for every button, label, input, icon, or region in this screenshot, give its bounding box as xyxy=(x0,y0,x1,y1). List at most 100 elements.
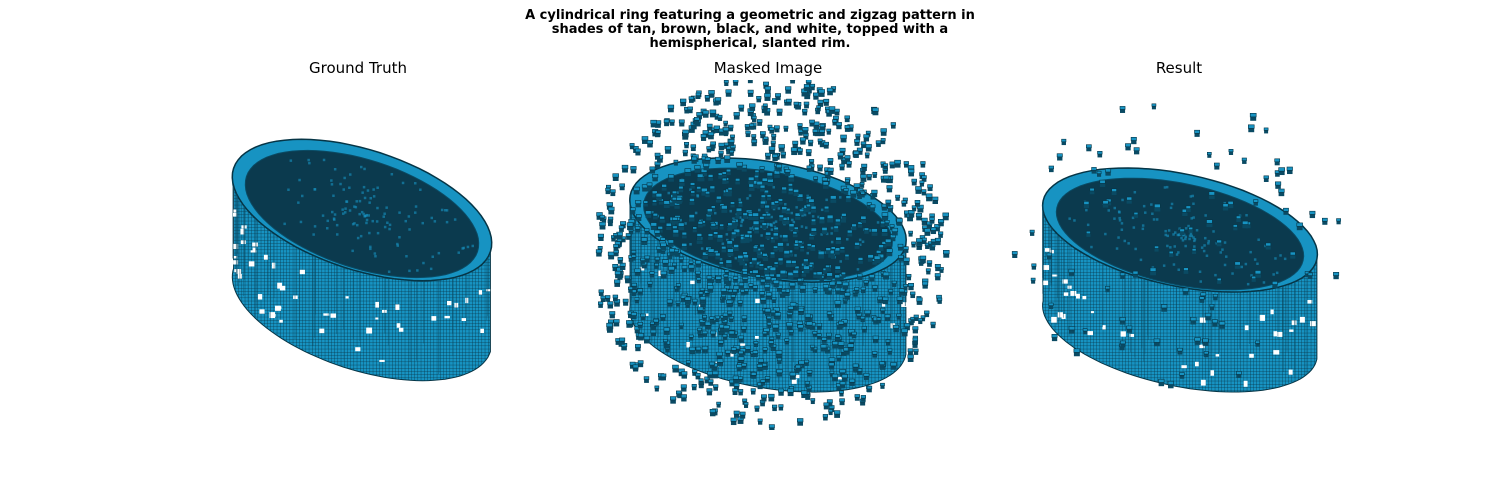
voxel xyxy=(716,195,722,203)
voxel xyxy=(680,98,687,107)
voxel xyxy=(736,364,743,372)
voxel xyxy=(860,215,867,223)
voxel xyxy=(634,268,641,277)
voxel xyxy=(842,281,849,290)
voxel xyxy=(649,166,656,174)
voxel xyxy=(769,127,775,134)
voxel xyxy=(804,359,810,366)
voxel xyxy=(884,220,890,227)
voxel xyxy=(1263,175,1269,182)
voxel xyxy=(640,257,646,264)
voxel xyxy=(797,324,804,332)
voxel xyxy=(682,149,688,157)
voxel xyxy=(1183,267,1189,274)
voxel xyxy=(607,301,614,309)
voxel xyxy=(731,347,737,354)
voxel xyxy=(652,174,659,182)
voxel xyxy=(1283,207,1289,215)
voxel xyxy=(647,281,653,288)
voxel xyxy=(1091,167,1097,174)
voxel xyxy=(854,139,860,146)
voxel xyxy=(640,313,646,321)
voxel xyxy=(629,361,636,369)
voxel xyxy=(839,381,846,389)
voxel xyxy=(689,346,696,355)
voxel xyxy=(738,350,744,358)
voxel xyxy=(759,244,765,251)
voxel xyxy=(808,198,815,207)
voxel xyxy=(806,243,812,250)
voxel xyxy=(759,184,766,192)
voxel xyxy=(757,418,763,425)
voxel xyxy=(816,333,822,340)
ground-truth-voxel-render xyxy=(231,138,493,382)
voxel xyxy=(781,186,787,194)
voxel xyxy=(907,283,914,291)
voxel xyxy=(861,163,868,171)
voxel xyxy=(760,200,766,208)
voxel xyxy=(710,223,716,230)
voxel xyxy=(748,176,755,185)
voxel xyxy=(696,277,702,284)
voxel xyxy=(672,229,679,237)
voxel xyxy=(744,288,749,295)
voxel xyxy=(883,175,890,183)
voxel xyxy=(732,276,739,283)
voxel xyxy=(1241,157,1247,164)
voxel xyxy=(853,150,860,158)
voxel xyxy=(843,188,849,195)
voxel xyxy=(723,120,728,127)
voxel xyxy=(644,228,650,235)
voxel xyxy=(1249,112,1257,121)
voxel xyxy=(689,198,695,205)
voxel xyxy=(655,193,663,201)
voxel xyxy=(868,274,875,282)
voxel xyxy=(929,217,935,224)
voxel xyxy=(772,232,779,240)
voxel xyxy=(1236,371,1242,378)
voxel xyxy=(797,240,803,247)
voxel xyxy=(723,80,729,86)
voxel xyxy=(692,226,698,233)
voxel xyxy=(835,334,841,341)
voxel xyxy=(752,350,759,357)
voxel xyxy=(754,174,759,181)
voxel xyxy=(721,205,728,213)
voxel xyxy=(728,139,735,147)
voxel xyxy=(725,349,731,357)
voxel xyxy=(1119,272,1126,279)
voxel xyxy=(660,270,667,279)
voxel xyxy=(804,381,810,388)
voxel xyxy=(925,268,931,275)
voxel xyxy=(1061,138,1067,146)
voxel xyxy=(760,194,766,201)
voxel xyxy=(687,106,693,114)
voxel xyxy=(671,197,677,204)
voxel xyxy=(831,373,839,382)
voxel xyxy=(667,239,674,247)
voxel xyxy=(919,255,927,264)
voxel xyxy=(694,116,700,124)
voxel xyxy=(835,287,841,295)
voxel xyxy=(637,360,644,368)
voxel xyxy=(750,371,757,379)
voxel xyxy=(681,243,688,251)
voxel xyxy=(894,159,901,168)
voxel xyxy=(718,142,725,151)
voxel xyxy=(826,332,832,340)
voxel xyxy=(857,257,864,264)
voxel xyxy=(643,200,649,207)
voxel xyxy=(695,92,701,100)
voxel xyxy=(651,190,658,198)
voxel xyxy=(840,134,847,143)
voxel xyxy=(692,369,698,376)
voxel xyxy=(850,190,857,198)
voxel xyxy=(743,254,749,262)
voxel xyxy=(688,96,694,103)
voxel xyxy=(806,203,811,210)
voxel xyxy=(634,226,641,233)
voxel xyxy=(709,361,715,369)
voxel xyxy=(650,329,657,337)
voxel xyxy=(785,86,792,94)
voxel xyxy=(766,172,773,180)
